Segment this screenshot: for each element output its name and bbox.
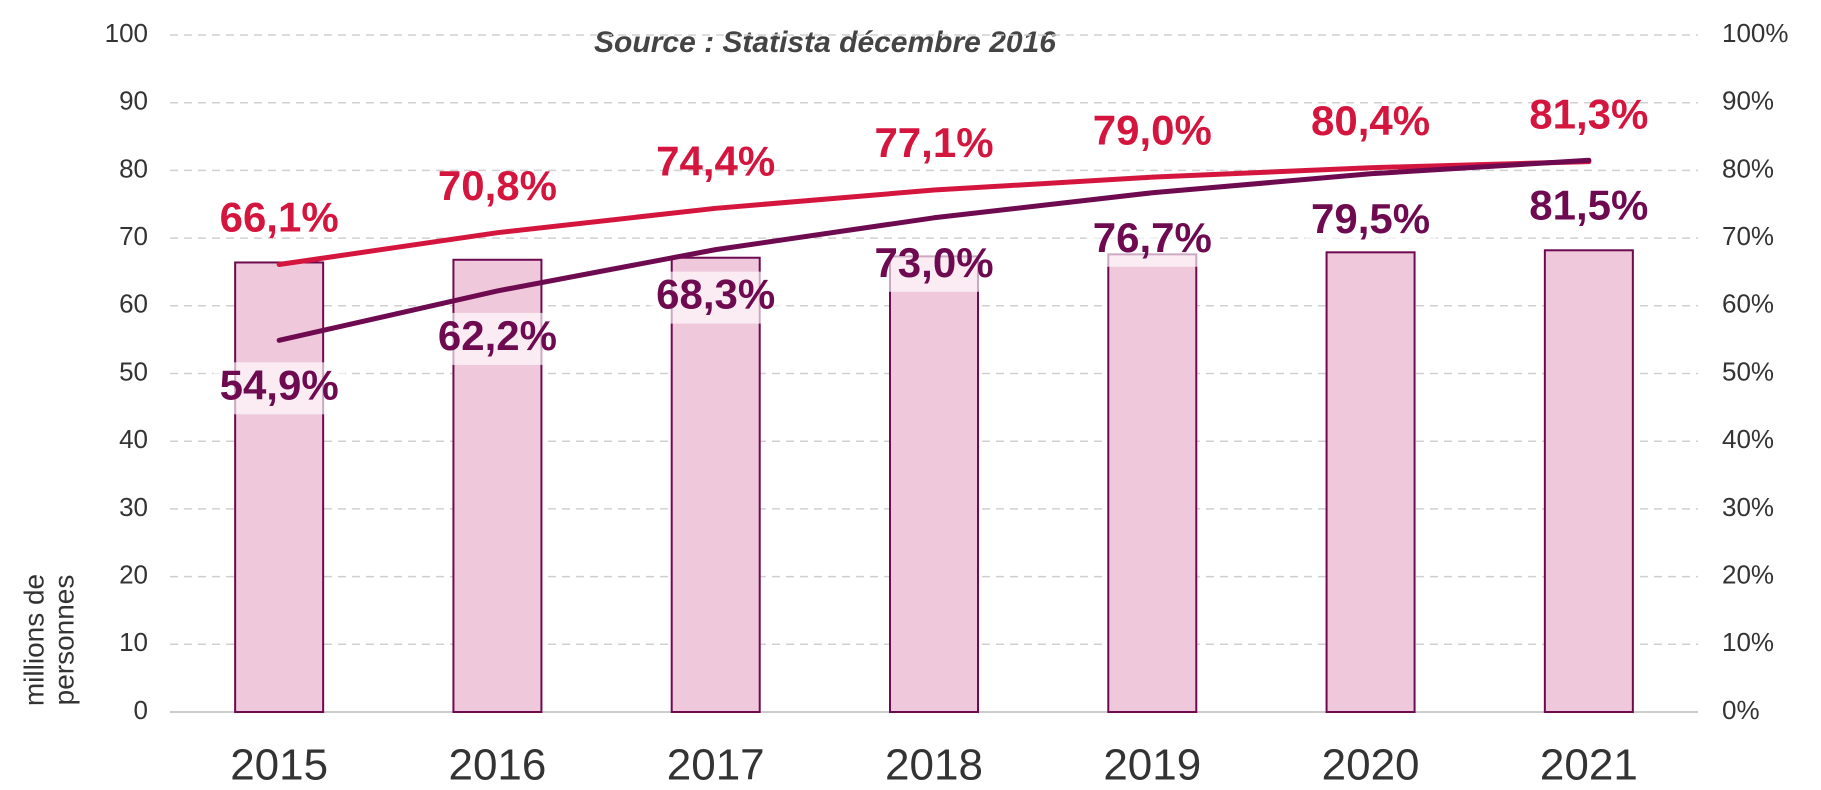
y-axis-title-line: millions de <box>18 574 49 706</box>
data-label: 81,3% <box>1529 91 1648 138</box>
label-background <box>1522 182 1655 235</box>
y-tick-label: 60 <box>119 289 148 319</box>
data-label: 77,1% <box>874 119 993 166</box>
data-label: 66,1% <box>220 194 339 241</box>
bar <box>1325 251 1416 714</box>
y-axis-title: millions de personnes <box>18 574 79 706</box>
y-tick-label: 0 <box>134 695 148 725</box>
data-label: 70,8% <box>438 162 557 209</box>
y2-tick-label: 70% <box>1722 221 1774 251</box>
y-tick-label: 70 <box>119 221 148 251</box>
label-background <box>868 239 1000 292</box>
label-background <box>1086 214 1219 267</box>
y2-tick-label: 40% <box>1722 424 1774 454</box>
y2-tick-label: 50% <box>1722 356 1774 386</box>
bar <box>234 261 325 713</box>
x-tick-label: 2019 <box>1103 741 1201 790</box>
data-label: 74,4% <box>656 137 775 184</box>
y2-tick-label: 80% <box>1722 153 1774 183</box>
y-tick-label: 50 <box>119 356 148 386</box>
data-label: 54,9% <box>220 361 339 408</box>
bar <box>889 255 979 713</box>
bar <box>670 256 761 713</box>
y2-tick-label: 20% <box>1722 559 1774 589</box>
y2-tick-label: 90% <box>1722 86 1774 116</box>
y2-tick-label: 60% <box>1722 289 1774 319</box>
line <box>276 159 1592 268</box>
x-tick-label: 2015 <box>230 741 328 790</box>
source: Source : Statista décembre 2016 <box>594 26 1056 59</box>
label-background <box>649 271 782 324</box>
data-label: 68,3% <box>656 271 775 318</box>
bar <box>1543 249 1634 713</box>
data-label: 79,5% <box>1311 195 1430 242</box>
data-label: 80,4% <box>1311 97 1430 144</box>
bar <box>1107 253 1198 714</box>
x-tick-label: 2020 <box>1322 741 1420 790</box>
x-tick-label: 2018 <box>885 741 983 790</box>
y-tick-label: 80 <box>119 153 148 183</box>
data-label: 73,0% <box>874 239 993 286</box>
x-tick-label: 2017 <box>667 741 765 790</box>
y-tick-label: 30 <box>119 492 148 522</box>
x-tick-label: 2016 <box>448 741 546 790</box>
y-axis-title-line: personnes <box>48 575 79 706</box>
label-background <box>1304 195 1437 248</box>
y-tick-label: 20 <box>119 559 148 589</box>
y2-tick-label: 30% <box>1722 492 1774 522</box>
x-tick-label: 2021 <box>1540 741 1638 790</box>
y-tick-label: 90 <box>119 86 148 116</box>
y2-tick-label: 0% <box>1722 695 1760 725</box>
data-label: 79,0% <box>1093 106 1212 153</box>
data-label: 62,2% <box>438 312 557 359</box>
y2-tick-label: 100% <box>1722 18 1789 48</box>
y-tick-label: 10 <box>119 627 148 657</box>
line <box>276 157 1592 343</box>
label-background <box>431 312 564 365</box>
data-label: 81,5% <box>1529 181 1648 228</box>
y2-tick-label: 10% <box>1722 627 1774 657</box>
y-tick-label: 40 <box>119 424 148 454</box>
y-tick-label: 100 <box>105 18 148 48</box>
label-background <box>213 362 346 415</box>
data-label: 76,7% <box>1093 214 1212 261</box>
